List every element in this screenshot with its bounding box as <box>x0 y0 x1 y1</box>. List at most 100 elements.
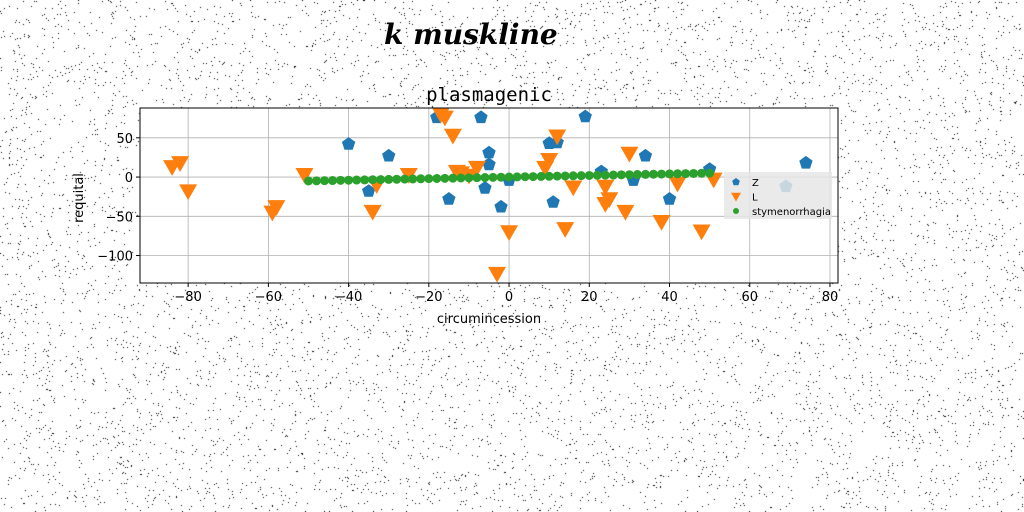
legend-label: stymenorrhagia <box>752 207 831 218</box>
data-point-pentagon <box>578 109 592 123</box>
y-tick-label: 50 <box>116 132 133 147</box>
x-tick-label: −20 <box>415 290 442 305</box>
data-point-triangle-down <box>616 204 635 221</box>
data-point-triangle-down <box>500 225 519 241</box>
data-point-pentagon <box>362 184 376 197</box>
data-point-circle <box>488 172 498 182</box>
data-point-pentagon <box>482 157 496 171</box>
data-point-circle <box>512 172 522 182</box>
data-point-circle <box>697 168 707 178</box>
data-point-circle <box>408 174 418 184</box>
data-point-circle <box>416 174 426 184</box>
data-point-circle <box>320 176 330 186</box>
legend-marker <box>731 192 741 202</box>
legend-label: Z <box>752 178 759 189</box>
data-point-circle <box>689 168 699 178</box>
data-point-circle <box>336 175 346 185</box>
data-point-pentagon <box>478 181 492 194</box>
data-point-triangle-down <box>467 160 486 177</box>
x-tick-label: −80 <box>174 290 201 305</box>
page-title: k muskline <box>384 18 558 51</box>
x-axis-ticks: −80 −60 −40 −20 0 20 40 60 80 <box>174 283 838 305</box>
data-point-circle <box>560 171 570 181</box>
chart-title: plasmagenic <box>426 84 552 106</box>
data-point-circle <box>705 168 715 178</box>
data-point-circle <box>681 169 691 179</box>
data-point-circle <box>544 171 554 181</box>
data-point-triangle-down <box>652 215 671 231</box>
data-point-triangle-down <box>548 129 567 146</box>
data-point-circle <box>520 172 530 182</box>
x-tick-label: 20 <box>581 290 598 305</box>
data-point-circle <box>480 173 490 183</box>
data-point-circle <box>536 171 546 181</box>
data-point-triangle-down <box>692 224 711 241</box>
data-point-triangle-down <box>488 266 507 283</box>
data-point-circle <box>552 171 562 181</box>
data-point-circle <box>400 174 410 184</box>
data-point-circle <box>616 170 626 180</box>
data-point-circle <box>440 173 450 183</box>
data-point-circle <box>456 173 466 183</box>
data-point-triangle-down <box>668 176 687 193</box>
plot-area <box>140 108 838 283</box>
legend-box <box>724 172 832 219</box>
legend-label: L <box>752 193 758 204</box>
data-point-pentagon <box>341 137 356 150</box>
data-point-circle <box>424 174 434 184</box>
data-point-pentagon <box>494 199 508 213</box>
data-point-circle <box>464 173 474 183</box>
x-tick-label: 80 <box>822 290 839 305</box>
data-point-triangle-down <box>443 128 462 145</box>
data-point-triangle-down <box>399 167 418 184</box>
data-point-circle <box>496 172 506 182</box>
legend-marker <box>732 178 740 186</box>
data-point-triangle-down <box>171 156 190 172</box>
plot-frame <box>139 107 839 284</box>
x-tick-label: −40 <box>335 290 362 305</box>
data-point-pentagon <box>638 148 653 162</box>
data-point-triangle-down <box>596 179 615 196</box>
data-point-pentagon <box>382 148 396 162</box>
data-point-triangle-down <box>179 184 198 201</box>
data-point-circle <box>472 173 482 183</box>
data-point-circle <box>624 170 634 180</box>
data-point-triangle-down <box>564 180 583 197</box>
data-point-circle <box>328 176 338 186</box>
data-point-pentagon <box>546 195 560 208</box>
data-point-circle <box>360 175 370 185</box>
data-point-circle <box>673 169 683 179</box>
data-point-circle <box>632 170 642 180</box>
x-axis-label: circumincession <box>437 312 541 327</box>
data-point-circle <box>656 169 666 179</box>
x-tick-label: 0 <box>505 290 513 305</box>
data-point-pentagon <box>662 192 677 205</box>
data-point-triangle-down <box>556 222 575 238</box>
data-marks <box>163 107 813 283</box>
data-point-triangle-down <box>435 110 454 127</box>
x-tick-label: 40 <box>661 290 678 305</box>
y-tick-label: 0 <box>125 171 133 186</box>
y-axis-ticks: 50 0 −50 −100 <box>97 132 140 265</box>
data-point-triangle-down <box>620 146 639 163</box>
x-tick-label: 60 <box>741 290 758 305</box>
data-point-circle <box>640 169 650 179</box>
data-point-triangle-down <box>363 204 382 221</box>
data-point-circle <box>665 169 675 179</box>
data-point-circle <box>352 175 362 185</box>
data-point-circle <box>312 176 322 186</box>
data-point-circle <box>568 171 578 181</box>
data-point-circle <box>448 173 458 183</box>
y-tick-label: −100 <box>97 250 133 265</box>
data-point-circle <box>576 171 586 181</box>
data-point-circle <box>648 169 658 179</box>
data-point-circle <box>608 170 618 180</box>
data-point-pentagon <box>799 155 813 169</box>
legend-marker <box>733 208 739 214</box>
data-point-circle <box>592 170 602 180</box>
data-point-circle <box>600 170 610 180</box>
data-point-circle <box>376 175 386 185</box>
data-point-pentagon <box>442 192 456 205</box>
